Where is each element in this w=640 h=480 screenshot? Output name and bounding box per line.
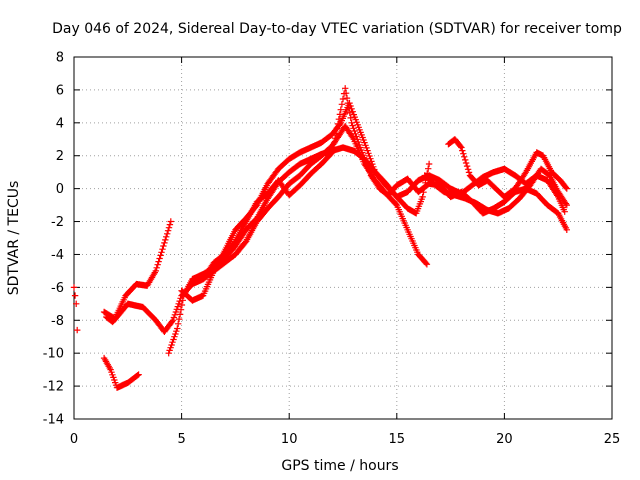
series-track-i (421, 165, 570, 217)
x-tick-label: 25 (604, 432, 621, 447)
axis-ticks (73, 56, 613, 420)
x-tick-labels: 0 5 10 15 20 25 (70, 432, 620, 447)
y-tick-label: -8 (51, 314, 64, 329)
y-tick-label: 2 (56, 149, 64, 164)
series-track-c (100, 218, 174, 322)
y-tick-label: 0 (56, 182, 64, 197)
y-axis-label: SDTVAR / TECUs (6, 181, 22, 296)
series-track-e (165, 144, 433, 357)
series-track-a (70, 284, 81, 334)
y-tick-label: -2 (51, 215, 64, 230)
y-tick-label: -4 (51, 248, 64, 263)
x-axis-label: GPS time / hours (281, 458, 398, 474)
x-tick-label: 5 (177, 432, 185, 447)
y-tick-label: -10 (43, 347, 64, 362)
series-track-f (178, 99, 568, 304)
x-tick-label: 0 (70, 432, 78, 447)
y-tick-label: 8 (56, 51, 64, 66)
x-tick-label: 15 (389, 432, 406, 447)
y-tick-label: 6 (56, 83, 64, 98)
x-tick-label: 20 (496, 432, 513, 447)
grid-lines (74, 57, 612, 419)
series-track-d (103, 122, 431, 335)
y-tick-label: 4 (56, 116, 64, 131)
y-tick-label: -14 (43, 413, 64, 428)
series-track-b (100, 354, 142, 391)
y-tick-label: -12 (43, 380, 64, 395)
y-tick-label: -6 (51, 281, 64, 296)
data-series (70, 85, 570, 391)
plot-frame (73, 56, 613, 420)
chart-title: Day 046 of 2024, Sidereal Day-to-day VTE… (52, 21, 622, 37)
y-tick-labels: -14 -12 -10 -8 -6 -4 -2 0 2 4 6 8 (43, 51, 64, 428)
x-tick-label: 10 (281, 432, 298, 447)
series-track-h (445, 136, 570, 201)
